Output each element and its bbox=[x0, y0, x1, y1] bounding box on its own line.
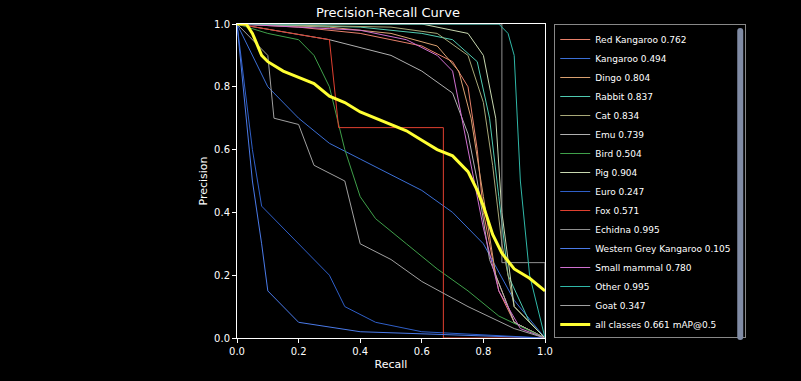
svg-text:Recall: Recall bbox=[375, 358, 408, 371]
svg-text:0.2: 0.2 bbox=[214, 270, 230, 281]
svg-text:Precision-Recall Curve: Precision-Recall Curve bbox=[316, 5, 460, 20]
svg-text:0.4: 0.4 bbox=[214, 207, 230, 218]
svg-text:Kangaroo 0.494: Kangaroo 0.494 bbox=[595, 54, 667, 64]
svg-text:Precision: Precision bbox=[197, 156, 210, 205]
svg-text:Pig 0.904: Pig 0.904 bbox=[595, 168, 637, 178]
svg-text:Emu 0.739: Emu 0.739 bbox=[595, 130, 644, 140]
svg-text:0.0: 0.0 bbox=[214, 333, 230, 344]
svg-text:1.0: 1.0 bbox=[537, 346, 553, 357]
svg-text:Other 0.995: Other 0.995 bbox=[595, 282, 649, 292]
svg-text:Small mammal 0.780: Small mammal 0.780 bbox=[595, 263, 692, 273]
svg-text:Fox 0.571: Fox 0.571 bbox=[595, 206, 639, 216]
svg-text:0.2: 0.2 bbox=[291, 346, 307, 357]
svg-text:0.6: 0.6 bbox=[414, 346, 430, 357]
svg-text:Dingo 0.804: Dingo 0.804 bbox=[595, 73, 650, 83]
svg-text:Goat 0.347: Goat 0.347 bbox=[595, 301, 645, 311]
svg-text:1.0: 1.0 bbox=[214, 19, 230, 30]
svg-text:Western Grey Kangaroo 0.105: Western Grey Kangaroo 0.105 bbox=[595, 244, 730, 254]
svg-text:Rabbit 0.837: Rabbit 0.837 bbox=[595, 92, 653, 102]
svg-text:0.6: 0.6 bbox=[214, 144, 230, 155]
svg-text:Euro 0.247: Euro 0.247 bbox=[595, 187, 644, 197]
svg-text:Cat 0.834: Cat 0.834 bbox=[595, 111, 639, 121]
svg-text:all classes 0.661 mAP@0.5: all classes 0.661 mAP@0.5 bbox=[595, 320, 716, 330]
svg-text:Red Kangaroo 0.762: Red Kangaroo 0.762 bbox=[595, 35, 686, 45]
svg-text:Echidna 0.995: Echidna 0.995 bbox=[595, 225, 659, 235]
svg-text:0.8: 0.8 bbox=[475, 346, 491, 357]
svg-text:Bird 0.504: Bird 0.504 bbox=[595, 149, 642, 159]
svg-text:0.0: 0.0 bbox=[229, 346, 245, 357]
svg-text:0.4: 0.4 bbox=[352, 346, 368, 357]
svg-text:0.8: 0.8 bbox=[214, 81, 230, 92]
